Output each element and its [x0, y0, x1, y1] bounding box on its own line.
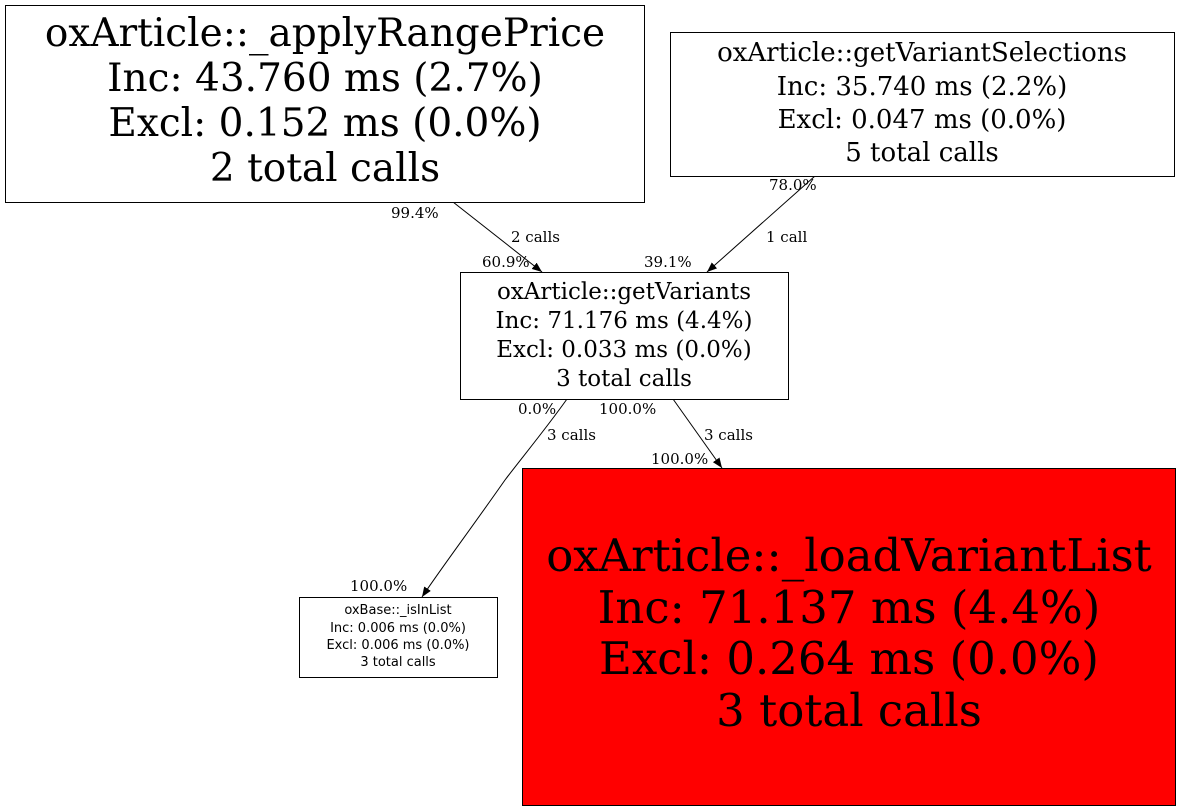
node-calls: 3 total calls [716, 684, 982, 737]
edge-applyrangeprice-to-getvariants: 99.4% 2 calls 60.9% [391, 201, 560, 273]
edge-calls-label: 1 call [766, 228, 807, 246]
edge-tail-label: 0.0% [518, 400, 556, 418]
edge-tail-label: 78.0% [769, 176, 817, 194]
edge-calls-label: 3 calls [547, 426, 596, 444]
node-calls: 5 total calls [845, 138, 998, 168]
node-excl: Excl: 0.006 ms (0.0%) [326, 638, 469, 653]
node-inc: Inc: 71.176 ms (4.4%) [496, 308, 753, 334]
node-excl: Excl: 0.152 ms (0.0%) [108, 101, 541, 146]
node-excl: Excl: 0.047 ms (0.0%) [778, 105, 1067, 135]
node-name: oxArticle::_applyRangePrice [45, 11, 605, 56]
node-name: oxBase::_isInList [344, 603, 451, 618]
edge-head-label: 60.9% [482, 253, 530, 271]
node-excl: Excl: 0.033 ms (0.0%) [496, 337, 752, 363]
node-name: oxArticle::getVariants [497, 279, 751, 305]
edge-getvariantselections-to-getvariants: 78.0% 1 call 39.1% [644, 175, 817, 273]
node-calls: 2 total calls [210, 146, 440, 191]
edge-calls-label: 2 calls [511, 228, 560, 246]
node-inc: Inc: 43.760 ms (2.7%) [107, 56, 543, 101]
node-excl: Excl: 0.264 ms (0.0%) [599, 632, 1099, 685]
node-isinlist[interactable]: oxBase::_isInList Inc: 0.006 ms (0.0%) E… [299, 597, 498, 678]
edge-tail-label: 100.0% [599, 400, 656, 418]
node-getvariantselections[interactable]: oxArticle::getVariantSelections Inc: 35.… [670, 32, 1175, 177]
node-inc: Inc: 0.006 ms (0.0%) [330, 621, 466, 636]
node-applyrangeprice[interactable]: oxArticle::_applyRangePrice Inc: 43.760 … [5, 5, 645, 203]
edge-head-label: 100.0% [651, 450, 708, 468]
edge-calls-label: 3 calls [704, 426, 753, 444]
node-inc: Inc: 71.137 ms (4.4%) [598, 581, 1101, 634]
edge-getvariants-to-loadvariantlist: 100.0% 3 calls 100.0% [599, 398, 753, 469]
node-name: oxArticle::getVariantSelections [717, 38, 1127, 68]
node-name: oxArticle::_loadVariantList [546, 529, 1152, 582]
edge-head-label: 39.1% [644, 253, 692, 271]
edge-tail-label: 99.4% [391, 204, 439, 222]
node-loadvariantlist[interactable]: oxArticle::_loadVariantList Inc: 71.137 … [522, 468, 1176, 806]
edge-getvariants-to-isinlist: 0.0% 3 calls 100.0% [350, 398, 596, 598]
node-getvariants[interactable]: oxArticle::getVariants Inc: 71.176 ms (4… [460, 272, 789, 400]
node-calls: 3 total calls [360, 655, 436, 670]
node-inc: Inc: 35.740 ms (2.2%) [777, 72, 1067, 102]
edge-head-label: 100.0% [350, 577, 407, 595]
node-calls: 3 total calls [556, 366, 692, 392]
